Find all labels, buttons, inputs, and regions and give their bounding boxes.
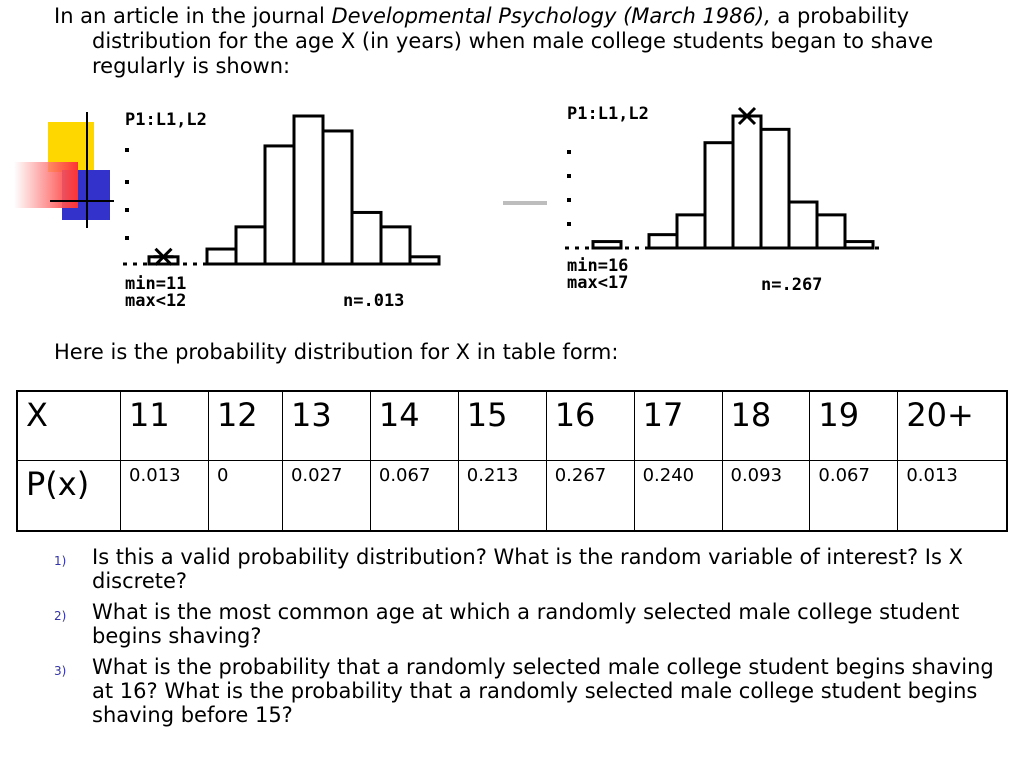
calc-max-label: max<17	[567, 273, 629, 293]
question-number: 2)	[54, 609, 67, 623]
histogram-bar	[787, 200, 819, 250]
table-value-cell: 16	[545, 390, 635, 461]
intro-paragraph: In an article in the journal Development…	[54, 4, 1024, 79]
calc-min-label: min=16	[567, 256, 629, 276]
table-prob-cell: 0.267	[545, 460, 635, 532]
histogram-bar	[815, 213, 847, 250]
decorative-logo	[14, 112, 114, 232]
histogram-bar	[205, 247, 238, 266]
calc-min-label: min=11	[125, 274, 187, 294]
calc-max-label: max<12	[125, 291, 187, 311]
histogram-bar	[675, 213, 707, 250]
histogram-bar	[647, 233, 679, 250]
calc-n-label: n=.013	[343, 291, 405, 311]
table-prob-cell: 0.027	[281, 460, 371, 532]
histogram-bar	[703, 141, 735, 250]
table-prob-cell: 0.013	[120, 460, 209, 532]
trace-cursor	[737, 106, 757, 126]
axis-dot	[125, 208, 129, 212]
histogram-bar	[321, 129, 354, 266]
table-prob-cell: 0.013	[897, 460, 1008, 532]
calculator-screen-1: P1:L1,L2 min=11 max<12 n=.013	[123, 108, 443, 320]
calc-n-label: n=.267	[761, 275, 823, 295]
histogram-bar	[731, 114, 763, 250]
table-prob-cell: 0.067	[369, 460, 459, 532]
table-prob-cell: 0.067	[809, 460, 899, 532]
intro-suffix: a probability distribution for the age X…	[92, 4, 934, 78]
table-value-cell: 12	[207, 390, 283, 461]
histogram-2	[565, 106, 881, 250]
axis-dot	[125, 236, 129, 240]
question-text: What is the most common age at which a r…	[92, 600, 960, 648]
table-value-cell: 20+	[897, 390, 1008, 461]
table-value-cell: 18	[721, 390, 811, 461]
table-value-cell: 15	[457, 390, 547, 461]
histogram-bar	[350, 210, 383, 266]
table-prob-cell: 0.240	[633, 460, 723, 532]
question-item: 2) What is the most common age at which …	[54, 600, 994, 648]
table-value-cell: 19	[809, 390, 899, 461]
logo-horizontal-line	[50, 200, 114, 202]
table-row-label-px: P(x)	[16, 460, 122, 532]
question-text: Is this a valid probability distribution…	[92, 545, 963, 593]
histogram-bar	[234, 225, 267, 266]
intro-prefix: In an article in the journal	[54, 4, 332, 28]
question-text: What is the probability that a randomly …	[92, 655, 994, 727]
journal-title: Developmental Psychology (March 1986),	[331, 4, 771, 28]
table-probability-row: P(x) 0.013 0 0.027 0.067 0.213 0.267 0.2…	[16, 460, 1008, 532]
table-value-cell: 11	[120, 390, 209, 461]
calc-header: P1:L1,L2	[125, 110, 207, 130]
trace-cursor	[153, 247, 174, 266]
table-header-row: X 11 12 13 14 15 16 17 18 19 20+	[16, 390, 1008, 461]
histogram-bar	[759, 127, 791, 250]
table-intro: Here is the probability distribution for…	[54, 340, 619, 364]
question-list: 1) Is this a valid probability distribut…	[54, 545, 994, 734]
table-header-x: X	[16, 390, 122, 461]
table-prob-cell: 0	[207, 460, 283, 532]
axis-dot	[567, 150, 571, 154]
histogram-bar	[263, 144, 296, 266]
table-value-cell: 14	[369, 390, 459, 461]
probability-table: X 11 12 13 14 15 16 17 18 19 20+ P(x) 0.…	[16, 390, 1008, 532]
histogram-1	[123, 114, 443, 266]
connector-line	[503, 201, 547, 205]
logo-vertical-line	[86, 112, 88, 228]
question-number: 3)	[54, 664, 67, 678]
histogram-bar	[292, 114, 325, 266]
table-value-cell: 13	[281, 390, 371, 461]
axis-dot	[125, 180, 129, 184]
calculator-screen-2: P1:L1,L2 min=16 max<17 n=.267	[565, 102, 895, 302]
calc-header: P1:L1,L2	[567, 104, 649, 124]
histogram-bar	[379, 225, 412, 266]
table-value-cell: 17	[633, 390, 723, 461]
table-prob-cell: 0.093	[721, 460, 811, 532]
table-prob-cell: 0.213	[457, 460, 547, 532]
axis-dot	[567, 198, 571, 202]
question-item: 1) Is this a valid probability distribut…	[54, 545, 994, 593]
axis-dot	[567, 222, 571, 226]
axis-dot	[567, 174, 571, 178]
question-item: 3) What is the probability that a random…	[54, 655, 994, 727]
question-number: 1)	[54, 554, 67, 568]
axis-dot	[125, 148, 129, 152]
